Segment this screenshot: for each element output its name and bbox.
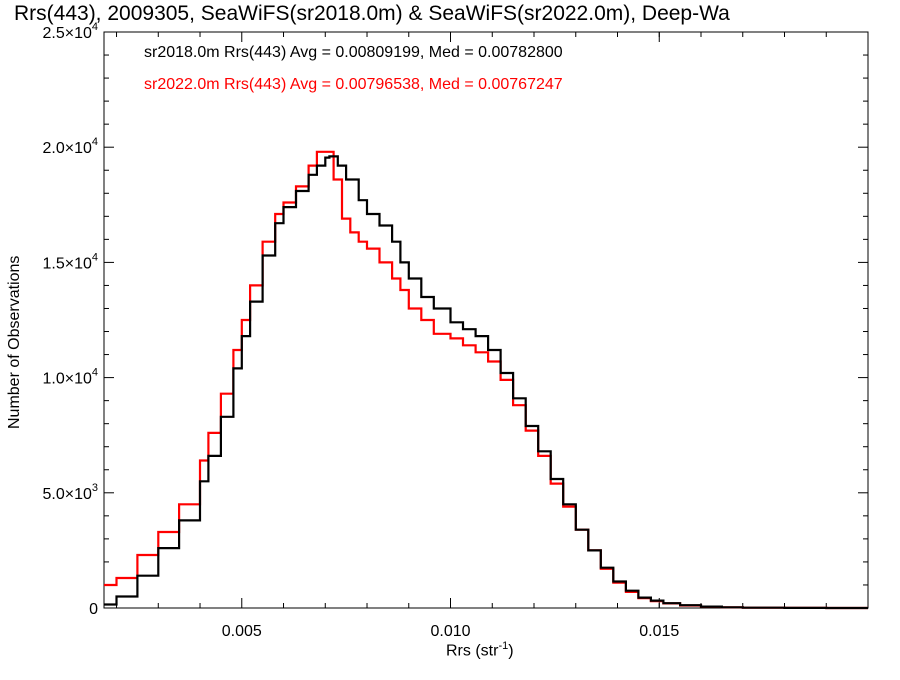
plot-frame bbox=[103, 31, 869, 609]
x-axis-label-text: Rrs (str bbox=[446, 642, 499, 660]
series-line-sr2018 bbox=[104, 155, 868, 610]
x-axis-label-close: ) bbox=[508, 642, 514, 660]
y-tick-exponent: 4 bbox=[92, 21, 98, 33]
y-tick-exponent: 4 bbox=[92, 251, 98, 263]
x-axis-label: Rrs (str-1) bbox=[446, 640, 514, 660]
y-tick-label: 2.0×104 bbox=[42, 136, 98, 157]
y-tick-exponent: 4 bbox=[92, 367, 98, 379]
x-tick-label: 0.010 bbox=[430, 623, 470, 640]
legend-entry-sr2022: sr2022.0m Rrs(443) Avg = 0.00796538, Med… bbox=[144, 76, 563, 93]
x-axis-label-superscript: -1 bbox=[498, 640, 509, 652]
y-tick-exponent: 4 bbox=[92, 136, 98, 148]
y-tick-mantissa: 5.0×10 bbox=[42, 486, 91, 503]
y-tick-mantissa: 1.5×10 bbox=[42, 255, 91, 272]
y-tick-mantissa: 0 bbox=[89, 601, 98, 618]
y-tick-mantissa: 1.0×10 bbox=[42, 371, 91, 388]
y-tick-label: 1.5×104 bbox=[42, 251, 98, 272]
chart-title: Rrs(443), 2009305, SeaWiFS(sr2018.0m) & … bbox=[14, 2, 730, 25]
y-tick-exponent: 3 bbox=[92, 482, 98, 494]
y-tick-label: 2.5×104 bbox=[42, 21, 98, 42]
y-axis-label: Number of Observations bbox=[6, 255, 23, 429]
y-tick-label: 5.0×103 bbox=[42, 482, 98, 503]
y-tick-mantissa: 2.0×10 bbox=[42, 140, 91, 157]
x-tick-label: 0.005 bbox=[222, 623, 262, 640]
x-tick-label: 0.015 bbox=[639, 623, 679, 640]
y-tick-label: 1.0×104 bbox=[42, 367, 98, 388]
y-tick-mantissa: 2.5×10 bbox=[42, 25, 91, 42]
legend-entry-sr2018: sr2018.0m Rrs(443) Avg = 0.00809199, Med… bbox=[144, 44, 563, 61]
y-tick-label: 0 bbox=[89, 601, 98, 618]
series-line-sr2022 bbox=[104, 150, 868, 610]
